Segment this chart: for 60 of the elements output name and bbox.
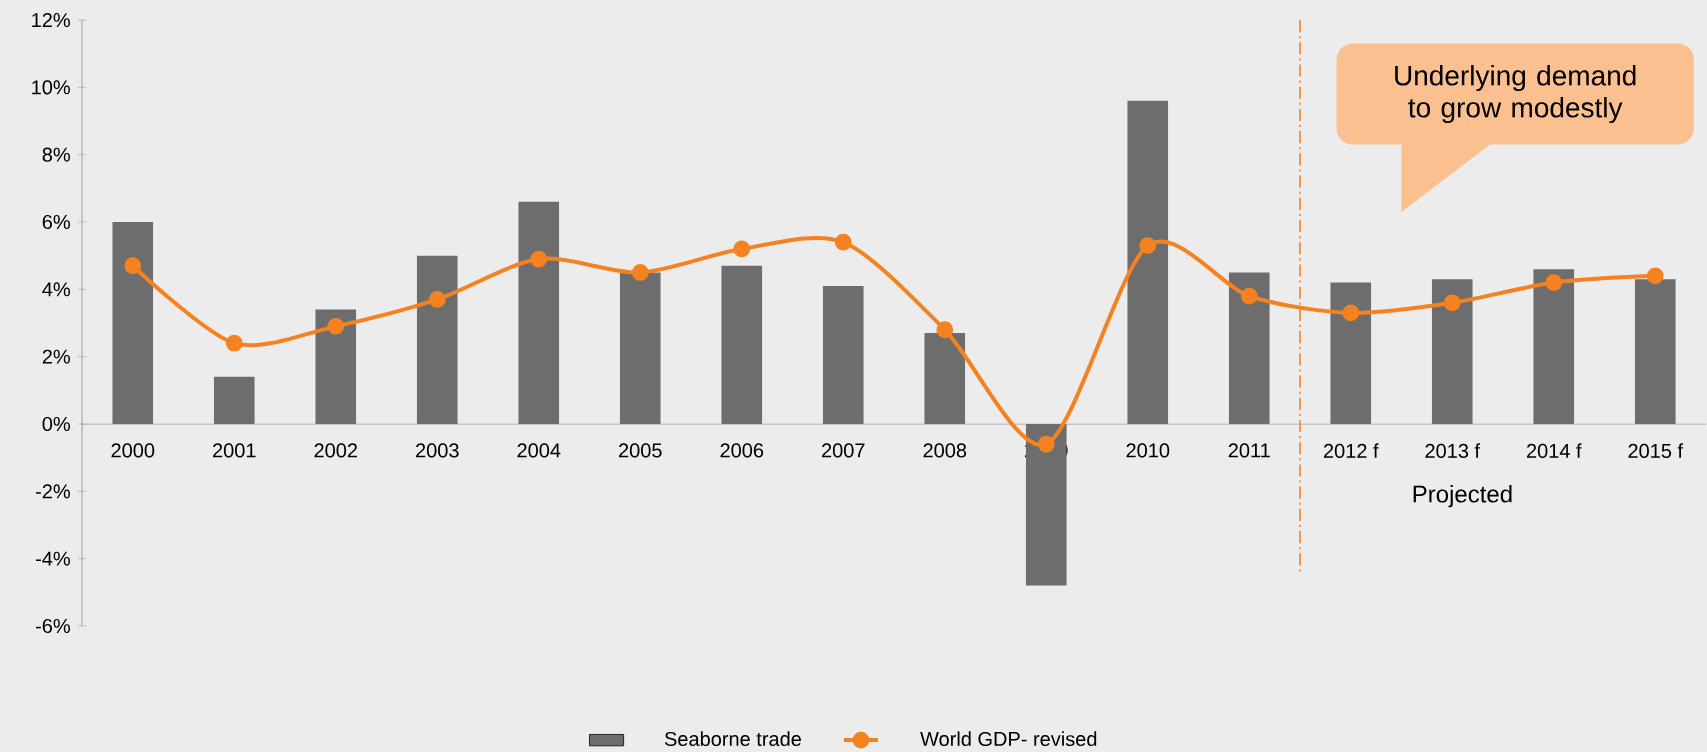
- point: [124, 257, 142, 275]
- point: [936, 321, 954, 339]
- point: [1545, 274, 1563, 292]
- legend-label: Seaborne trade: [664, 731, 801, 747]
- x-tick-label: 2003: [416, 443, 459, 458]
- bar: [1533, 269, 1575, 424]
- bar: [213, 376, 255, 424]
- point: [428, 291, 446, 308]
- bar: [822, 285, 864, 424]
- bar: [1127, 100, 1169, 424]
- bar: [619, 272, 661, 424]
- point: [733, 240, 751, 258]
- point: [530, 250, 548, 268]
- y-tick-label: -2%: [35, 484, 70, 499]
- x-tick-label: 2008: [923, 443, 967, 458]
- y-tick-label: -6%: [35, 618, 70, 634]
- bar: [518, 201, 560, 424]
- y-tick-label: 0%: [42, 416, 70, 432]
- annotation: Underlying demand to grow modestly: [1395, 65, 1636, 124]
- bar: [315, 309, 357, 424]
- point: [1240, 287, 1258, 305]
- point: [1443, 294, 1461, 312]
- x-tick-label: 2000: [111, 443, 155, 458]
- x-tick-label: 2012 f: [1323, 443, 1379, 458]
- y-tick-label: 2%: [42, 349, 70, 364]
- point: [1139, 237, 1157, 254]
- bar: [1634, 279, 1676, 424]
- bar: [924, 333, 966, 424]
- annotation: Projected: [1413, 484, 1512, 508]
- x-tick-label: 2014 f: [1526, 443, 1582, 458]
- bar: [1330, 282, 1372, 424]
- legend-label: World GDP- revised: [920, 731, 1097, 747]
- y-tick-label: 4%: [42, 282, 70, 297]
- point: [834, 233, 852, 251]
- y-tick-label: 12%: [32, 12, 70, 28]
- bar: [112, 222, 154, 424]
- point: [1342, 304, 1360, 322]
- point: [225, 334, 243, 352]
- x-tick-label: 2002: [314, 443, 358, 458]
- bar: [416, 255, 458, 424]
- bar: [1228, 272, 1270, 424]
- x-tick-label: 2005: [619, 443, 662, 458]
- bar: [1431, 279, 1473, 424]
- bar: [721, 265, 763, 424]
- point: [1646, 267, 1664, 285]
- x-tick-label: 2004: [517, 443, 561, 458]
- point: [631, 264, 649, 281]
- y-tick-label: 6%: [42, 214, 70, 230]
- x-tick-label: 2006: [720, 443, 764, 458]
- x-tick-label: 2007: [822, 443, 865, 458]
- y-tick-label: 10%: [32, 80, 70, 95]
- y-tick-label: 8%: [42, 147, 70, 162]
- x-tick-label: 2010: [1126, 443, 1170, 458]
- x-tick-label: 2001: [213, 443, 256, 458]
- x-tick-label: 2013 f: [1425, 443, 1481, 458]
- bar: [1025, 424, 1067, 586]
- point: [327, 317, 345, 335]
- x-tick-label: 2011: [1228, 443, 1270, 458]
- x-tick-label: 2015 f: [1628, 443, 1684, 458]
- y-tick-label: -4%: [35, 551, 70, 566]
